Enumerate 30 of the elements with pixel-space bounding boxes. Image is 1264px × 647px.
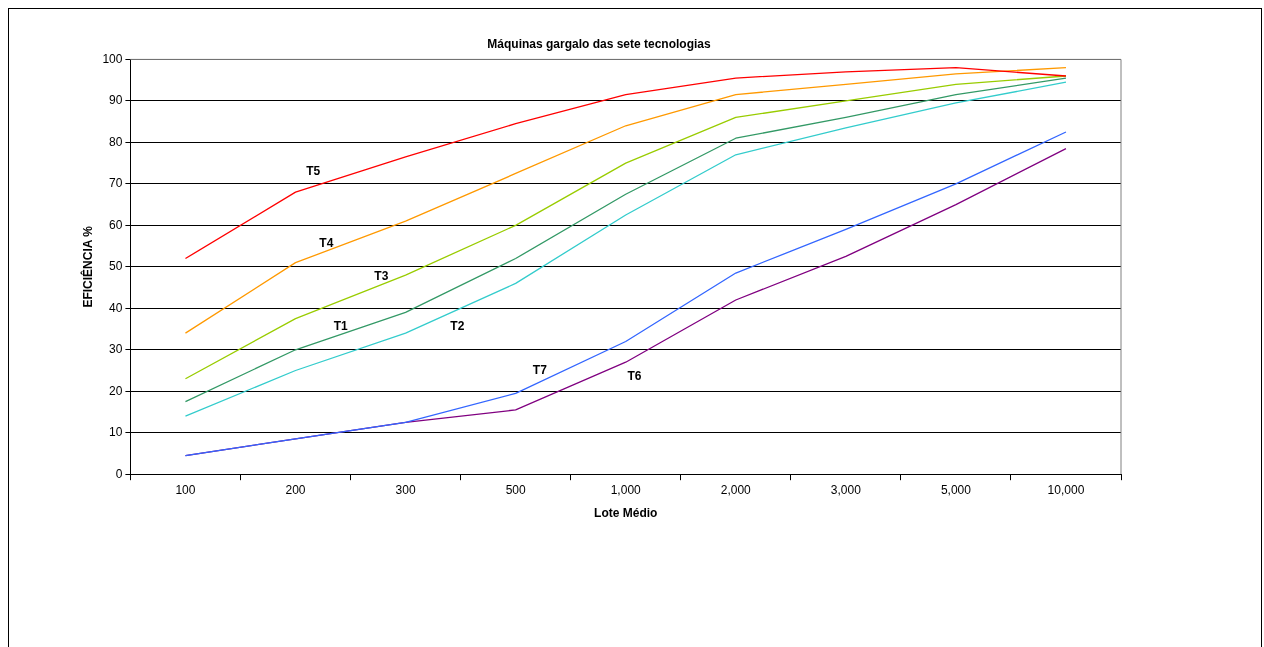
series-label: T1 [333,318,348,333]
series-label: T7 [532,362,548,377]
x-tick-label: 500 [505,482,526,497]
x-tick-label: 1,000 [610,482,642,497]
series-label: T5 [306,163,321,178]
x-tick-label: 300 [395,482,416,497]
series-label: T2 [450,318,465,333]
x-tick-label: 5,000 [940,482,972,497]
x-tick-label: 200 [285,482,306,497]
series-label: T3 [374,269,389,284]
x-tick-label: 100 [175,482,196,497]
y-tick-label: 10 [109,425,123,440]
y-tick-label: 90 [109,93,123,108]
x-tick-label: 2,000 [720,482,752,497]
x-tick-label: 10,000 [1047,482,1085,497]
series-label: T4 [319,235,334,250]
y-tick-label: 60 [109,217,123,232]
y-axis-title: EFICIÊNCIA % [79,225,95,308]
y-tick-label: 70 [109,176,123,191]
x-tick-label: 3,000 [830,482,862,497]
y-tick-label: 50 [109,259,123,274]
chart-title: Máquinas gargalo das sete tecnologias [487,36,712,51]
y-tick-label: 100 [102,51,123,66]
y-tick-label: 30 [109,342,123,357]
x-axis-title: Lote Médio [594,506,658,521]
series-label: T6 [627,369,642,384]
y-tick-label: 0 [115,466,123,481]
y-tick-label: 20 [109,383,123,398]
y-tick-label: 80 [109,134,123,149]
y-tick-label: 40 [109,300,123,315]
